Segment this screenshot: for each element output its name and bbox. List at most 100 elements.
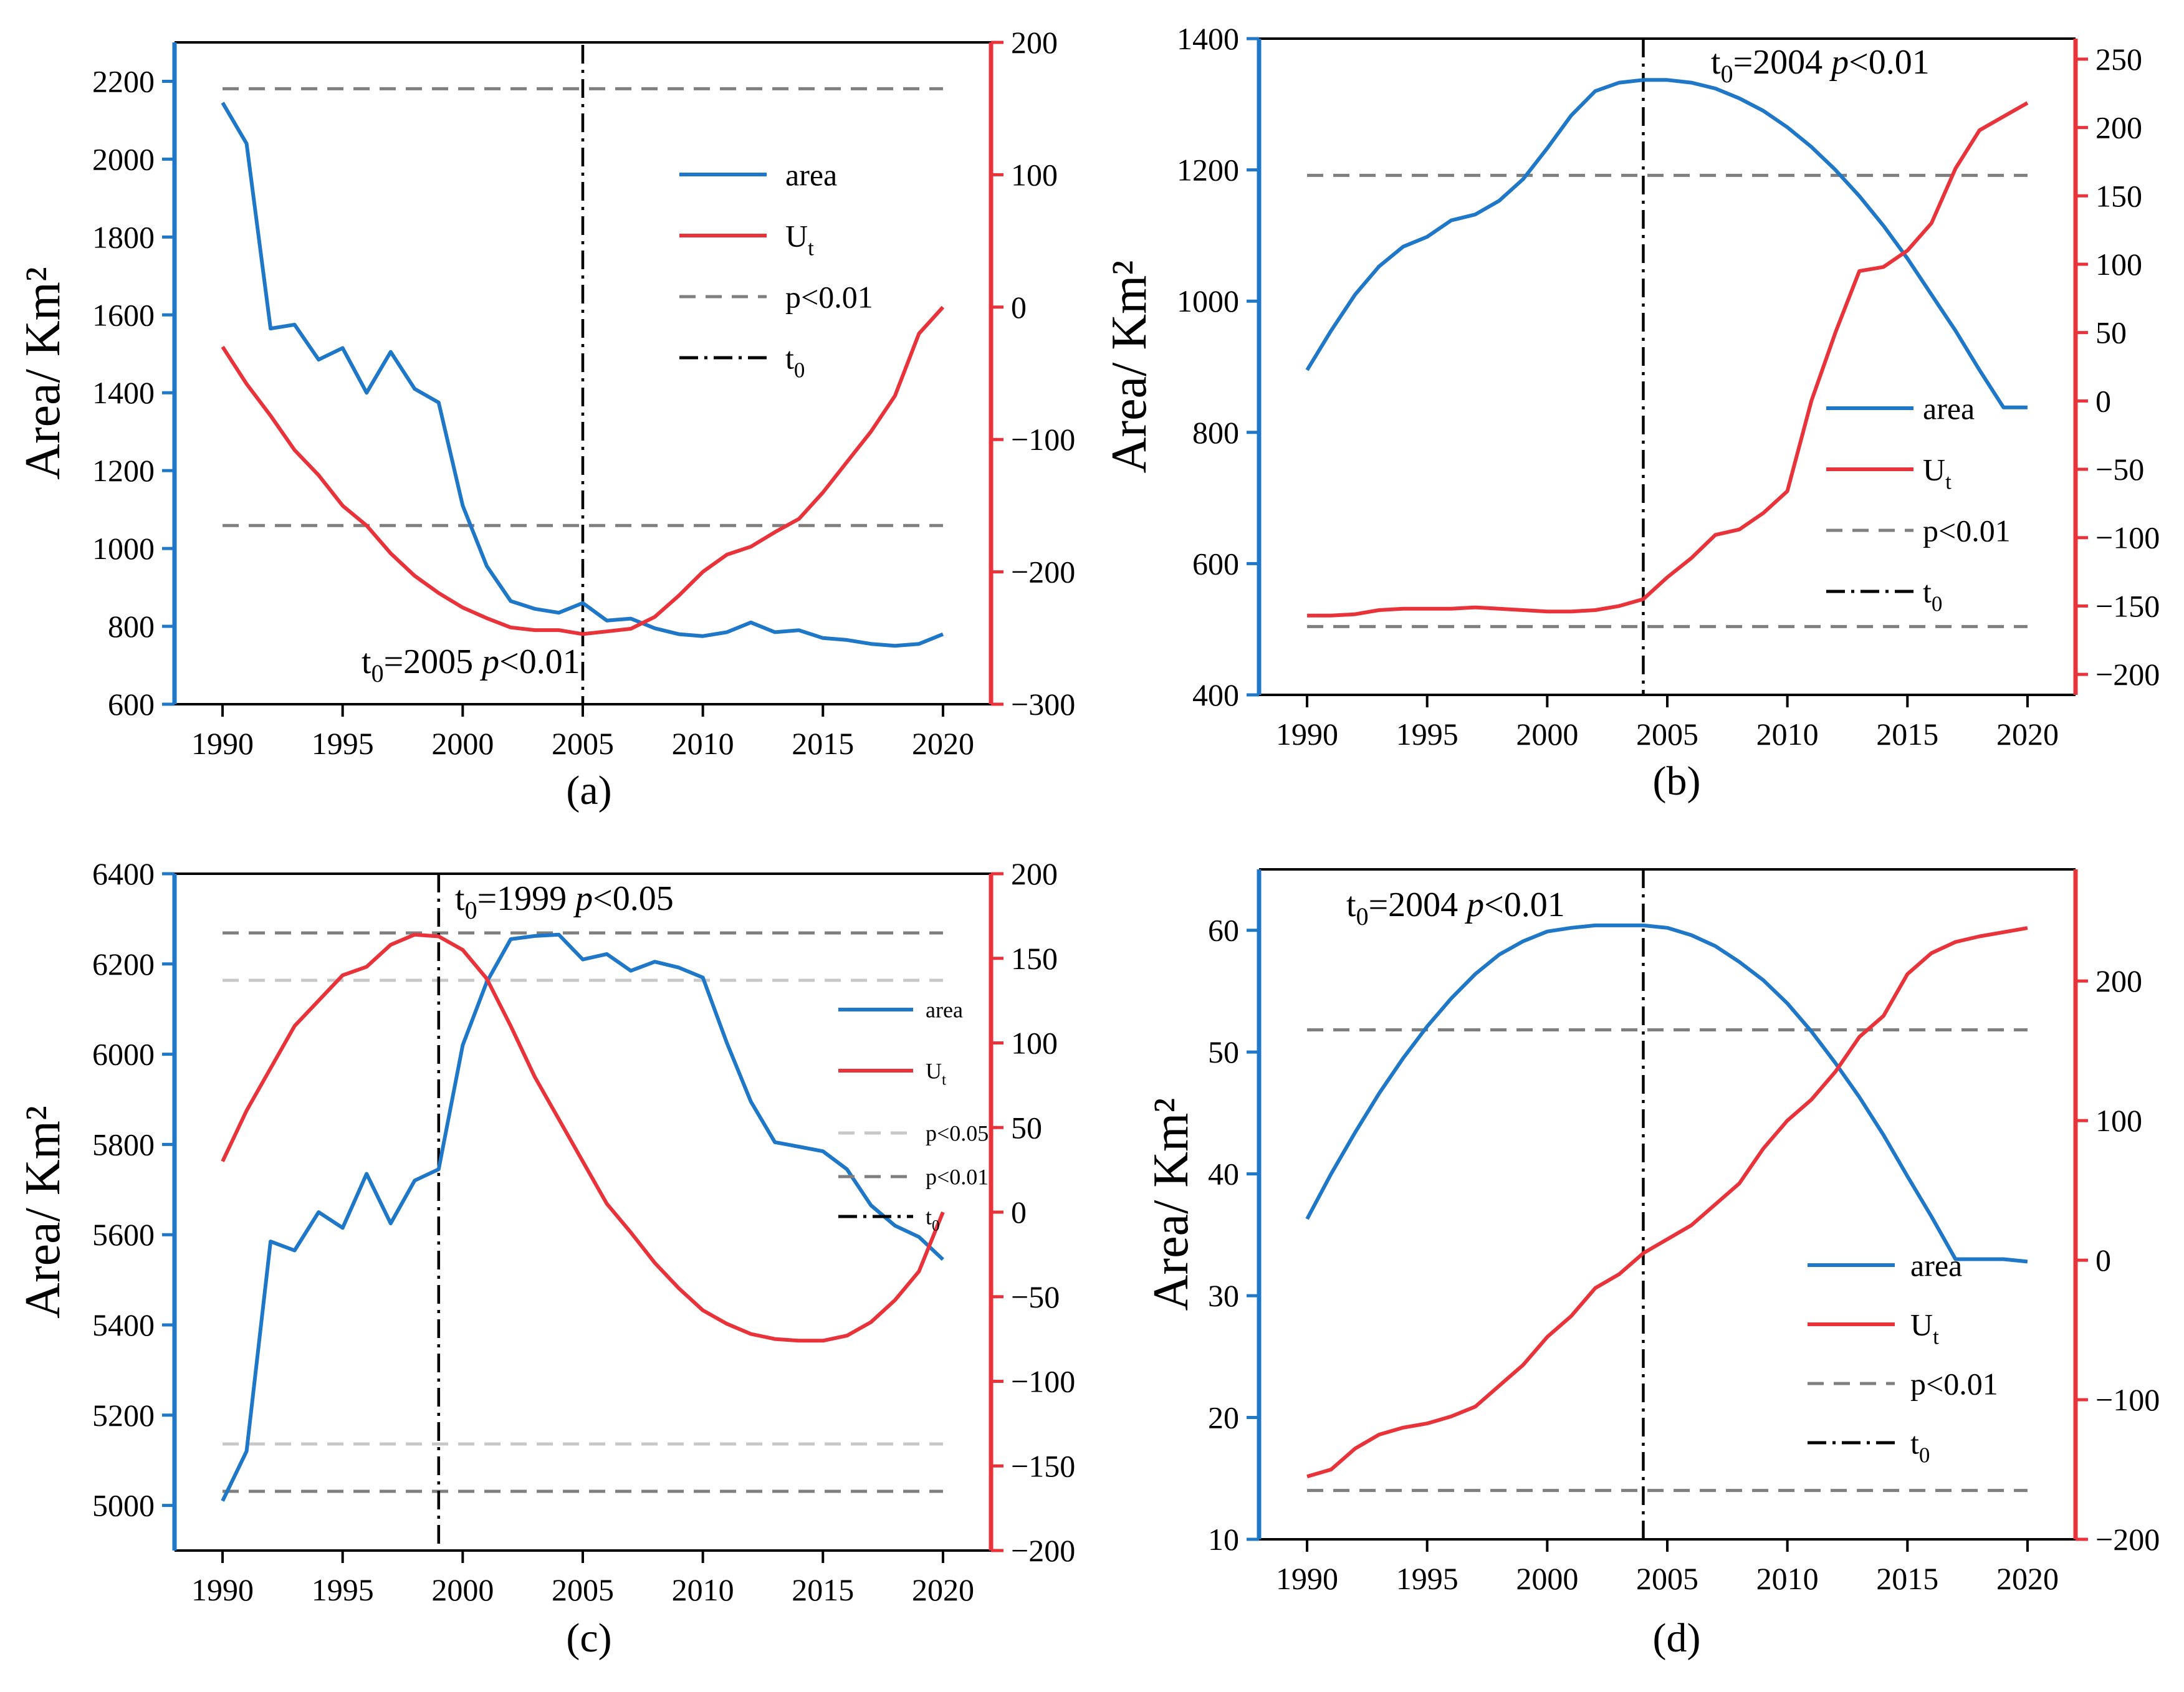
series-line-ut [221,305,945,636]
x-tick-label: 2000 [1516,717,1578,752]
x-tick-label: 2015 [792,1572,854,1607]
panel-label: (b) [1653,758,1701,804]
x-tick-label: 2020 [1996,717,2059,752]
legend-label-t0: t0 [1910,1426,1930,1468]
legend: area Ut p<0.01 t0 [1826,391,2011,616]
legend: area Ut p<0.05 p<0.01 t0 [838,998,989,1235]
y-axis-label: Area/ Km² [16,1106,70,1319]
y-right-tick-label: −100 [1011,1364,1075,1399]
t0-annotation: t0=2004 p<0.01 [1346,886,1565,930]
y-left-tick-label: 6400 [92,856,155,891]
legend: area Ut p<0.01 t0 [679,158,873,383]
t0-annotation: t0=2005 p<0.01 [362,643,580,687]
x-tick-label: 1995 [1396,717,1458,752]
y-right-tick-label: 200 [1011,856,1058,891]
y-right-tick-label: 50 [2095,315,2127,350]
x-tick-label: 1995 [312,726,374,761]
legend-label-t0: t0 [1923,575,1942,616]
y-right-tick-label: 200 [1011,25,1058,60]
x-tick-label: 2000 [431,1572,494,1607]
legend-label-area: area [785,158,837,193]
series-line-area [221,102,944,648]
x-tick-label: 1995 [1396,1561,1458,1596]
y-right-tick-label: 100 [2095,1103,2142,1138]
series-line-ut [1306,926,2028,1479]
legend-label-p001: p<0.01 [1910,1367,1998,1402]
y-right-tick-label: 250 [2095,42,2142,77]
y-right-tick-label: −100 [2095,520,2160,555]
y-left-tick-label: 600 [1192,546,1239,581]
panel-b: 1990 1995 2000 2005 2010 2015 2020400600800100… [1102,21,2160,804]
y-right-tick-label: 0 [1011,1195,1027,1230]
legend-label-p005: p<0.05 [926,1121,989,1146]
y-left-tick-label: 1000 [1177,284,1239,318]
y-left-tick-label: 5400 [92,1307,155,1342]
y-right-tick-label: −100 [1011,422,1075,457]
y-right-tick-label: −200 [2095,1522,2160,1557]
y-right-tick-label: 0 [2095,1243,2111,1278]
y-right-tick-label: 150 [1011,941,1058,976]
y-left-tick-label: 10 [1208,1522,1239,1557]
y-right-tick-label: 100 [2095,247,2142,282]
series-line-area [1305,78,2028,409]
y-right-tick-label: 200 [2095,963,2142,998]
y-left-tick-label: 2200 [92,64,155,98]
x-tick-label: 2015 [1876,717,1938,752]
series-line-ut [221,932,945,1343]
y-right-tick-label: −150 [1011,1448,1075,1483]
x-tick-label: 2010 [672,726,734,761]
y-left-tick-label: 6200 [92,947,155,982]
legend-label-Ut: Ut [1923,452,1952,494]
x-tick-label: 2020 [912,1572,974,1607]
panel-a: 1990 1995 2000 2005 2010 2015 2020600800100012… [16,25,1075,813]
y-left-tick-label: 5800 [92,1127,155,1162]
y-left-tick-label: 30 [1208,1278,1239,1313]
y-left-tick-label: 40 [1208,1157,1239,1192]
series-line-ut [1307,101,2029,618]
y-right-tick-label: 150 [2095,178,2142,213]
y-right-tick-label: −50 [2095,452,2144,487]
series-line-area [221,932,944,1502]
x-tick-label: 2000 [431,726,494,761]
t0-annotation: t0=2004 p<0.01 [1711,43,1930,88]
x-tick-label: 2015 [1876,1561,1938,1596]
y-right-tick-label: 100 [1011,1026,1058,1061]
x-tick-label: 2005 [552,726,614,761]
y-left-tick-label: 20 [1208,1400,1239,1435]
panel-label: (c) [566,1615,611,1661]
legend-label-area: area [1923,391,1975,426]
legend-label-p001: p<0.01 [785,280,873,315]
x-tick-label: 2010 [1756,1561,1819,1596]
y-right-tick-label: 100 [1011,157,1058,192]
y-left-tick-label: 1400 [92,375,155,410]
x-tick-label: 1990 [191,1572,254,1607]
legend-label-p001: p<0.01 [926,1165,989,1190]
y-right-tick-label: −150 [2095,588,2160,623]
x-tick-label: 2005 [1636,717,1698,752]
y-left-tick-label: 5200 [92,1398,155,1433]
y-left-tick-label: 2000 [92,141,155,176]
y-left-tick-label: 5600 [92,1217,155,1252]
y-right-tick-label: 50 [1011,1110,1042,1145]
legend: area Ut p<0.01 t0 [1808,1248,1998,1468]
y-right-tick-label: 200 [2095,110,2142,145]
series-line-area [1305,923,2028,1264]
x-tick-label: 1990 [191,726,254,761]
x-tick-label: 2005 [552,1572,614,1607]
legend-label-Ut: Ut [926,1059,946,1089]
x-tick-label: 1995 [312,1572,374,1607]
y-left-tick-label: 1200 [92,453,155,488]
y-right-tick-label: 0 [1011,290,1027,325]
panel-d: 1990 1995 2000 2005 2010 2015 2020102030405060… [1144,868,2160,1661]
x-tick-label: 2020 [912,726,974,761]
y-right-tick-label: −300 [1011,687,1075,722]
y-left-tick-label: 400 [1192,677,1239,712]
y-left-tick-label: 1600 [92,297,155,332]
legend-label-Ut: Ut [785,219,814,260]
legend-label-t0: t0 [926,1205,940,1235]
x-tick-label: 2000 [1516,1561,1578,1596]
y-axis-label: Area/ Km² [16,267,70,480]
y-axis-label: Area/ Km² [1102,260,1157,474]
x-tick-label: 2005 [1636,1561,1698,1596]
